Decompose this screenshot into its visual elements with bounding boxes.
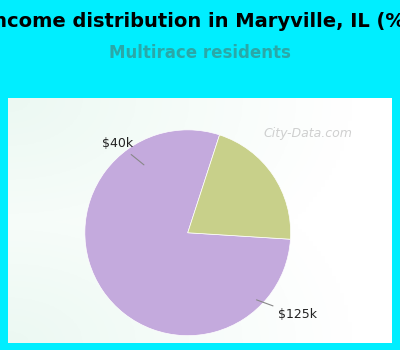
Text: $125k: $125k [256, 300, 318, 322]
Text: Income distribution in Maryville, IL (%): Income distribution in Maryville, IL (%) [0, 12, 400, 31]
Wedge shape [188, 135, 291, 239]
Text: $40k: $40k [102, 137, 144, 165]
Text: Multirace residents: Multirace residents [109, 44, 291, 62]
Wedge shape [85, 130, 290, 336]
Text: City-Data.com: City-Data.com [263, 127, 352, 140]
